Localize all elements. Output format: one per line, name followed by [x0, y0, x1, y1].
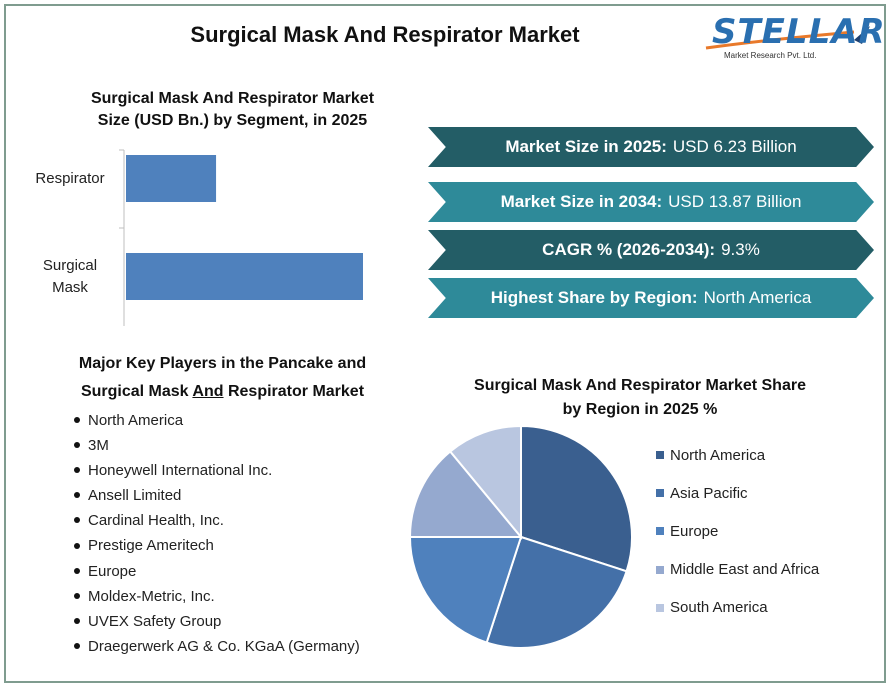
bullet-icon [74, 467, 80, 474]
stat-banner-key: CAGR % (2026-2034): [542, 240, 716, 259]
stat-banner: Market Size in 2034: USD 13.87 Billion [428, 182, 874, 222]
bullet-icon [74, 567, 80, 574]
legend-item: South America [656, 589, 819, 627]
bar-chart-title-line1: Surgical Mask And Respirator Market [90, 90, 375, 107]
bullet-icon [74, 542, 80, 549]
bar-chart-title-line2: Size (USD Bn.) by Segment, in 2025 [97, 112, 368, 129]
pie-slice-south-america [448, 424, 522, 540]
legend-swatch-icon [656, 489, 664, 498]
legend-swatch-icon [656, 603, 664, 612]
key-players-title-line2: Surgical Mask And Respirator Market [40, 378, 405, 406]
legend-item: Europe [656, 512, 819, 550]
legend-swatch-icon [656, 565, 664, 574]
legend-label: Middle East and Africa [670, 561, 820, 579]
key-player-name: Prestige Ameritech [88, 537, 214, 555]
stat-banner: Highest Share by Region: North America [428, 278, 874, 318]
bar-category-label: Respirator [20, 168, 120, 190]
stat-banner-value: North America [703, 288, 812, 307]
bar-respirator [126, 155, 217, 202]
key-player-name: Cardinal Health, Inc. [88, 512, 224, 530]
key-player-name: Moldex-Metric, Inc. [88, 587, 215, 605]
logo-swoosh-icon [705, 26, 870, 50]
bullet-icon [74, 442, 80, 449]
stat-banner-value: 9.3% [721, 240, 760, 259]
pie-legend: North America Asia Pacific Europe Middle Ea… [656, 436, 819, 627]
key-players-title-part-underlined: And [192, 383, 224, 400]
pie-slice-middle-east-and-africa [408, 450, 524, 538]
legend-label: Europe [670, 522, 719, 540]
key-player-name: North America [88, 412, 184, 429]
key-player-item: North America [70, 408, 360, 433]
bullet-icon [74, 592, 80, 599]
key-players-title-part-a: Surgical Mask [80, 383, 193, 400]
key-player-item: Cardinal Health, Inc. [70, 508, 360, 533]
stellar-logo: STELLAR Market Research Pvt. Ltd. [704, 10, 885, 66]
key-player-name: Draegerwerk AG & Co. KGaA (Germany) [88, 637, 360, 655]
bullet-icon [74, 642, 80, 649]
legend-label: South America [670, 599, 768, 617]
stat-banner-value: USD 6.23 Billion [672, 137, 797, 156]
bullet-icon [74, 617, 80, 624]
legend-swatch-icon [656, 527, 664, 536]
key-player-name: UVEX Safety Group [88, 612, 222, 630]
key-player-item: Ansell Limited [70, 483, 360, 508]
legend-label: Asia Pacific [670, 484, 748, 502]
bullet-icon [74, 417, 80, 424]
bar-category-label-line: Mask [52, 278, 88, 296]
key-player-item: Prestige Ameritech [70, 533, 360, 558]
pie-chart-title-line2: by Region in 2025 % [562, 401, 718, 418]
bar-chart [119, 149, 363, 326]
key-player-name: 3M [88, 437, 109, 455]
bar-chart-title: Surgical Mask And Respirator Market Size… [60, 88, 405, 132]
logo-subtitle: Market Research Pvt. Ltd. [724, 51, 817, 60]
key-players-title-line1: Major Key Players in the Pancake and [78, 355, 367, 372]
legend-label: North America [670, 446, 766, 464]
pie-slice-north-america [520, 424, 633, 573]
legend-item: Middle East and Africa [656, 551, 819, 589]
key-player-item: Honeywell International Inc. [70, 458, 360, 483]
legend-item: North America [656, 436, 819, 474]
stat-banner: Market Size in 2025: USD 6.23 Billion [428, 127, 874, 167]
logo-wordmark: STELLAR [712, 12, 886, 52]
key-player-item: 3M [70, 433, 360, 458]
key-player-item: Moldex-Metric, Inc. [70, 584, 360, 609]
pie-slice-europe [408, 536, 523, 644]
bullet-icon [74, 492, 80, 499]
key-player-item: Draegerwerk AG & Co. KGaA (Germany) [70, 634, 360, 659]
key-player-name: Ansell Limited [88, 487, 182, 505]
key-player-name: Honeywell International Inc. [88, 462, 273, 480]
pie-slice-asia-pacific [485, 535, 628, 649]
outer-frame [4, 4, 886, 683]
key-player-item: Europe [70, 559, 360, 584]
pie-chart-title: Surgical Mask And Respirator Market Shar… [440, 374, 840, 422]
key-players-title: Major Key Players in the Pancake and Sur… [40, 350, 405, 406]
bar-category-label-line: Surgical [42, 256, 98, 274]
bar-category-label: Surgical Mask [20, 255, 120, 299]
key-player-item: UVEX Safety Group [70, 609, 360, 634]
stat-banner-key: Market Size in 2025: [505, 137, 667, 156]
legend-item: Asia Pacific [656, 474, 819, 512]
stat-banner: CAGR % (2026-2034): 9.3% [428, 230, 874, 270]
stat-banner-key: Highest Share by Region: [490, 288, 698, 307]
bar-surgical-mask [126, 253, 363, 300]
bullet-icon [74, 517, 80, 524]
pie-chart-title-line1: Surgical Mask And Respirator Market Shar… [474, 377, 806, 394]
pie-chart [408, 424, 633, 649]
stat-banner-value: USD 13.87 Billion [668, 192, 802, 211]
bar-category-label-line: Respirator [35, 169, 105, 187]
page-title: Surgical Mask And Respirator Market [190, 22, 580, 47]
key-player-name: Europe [88, 562, 137, 580]
key-players-title-part-b: Respirator Market [223, 383, 365, 400]
legend-swatch-icon [656, 451, 664, 460]
key-players-list: North America 3M Honeywell International I… [70, 408, 360, 659]
stat-banner-key: Market Size in 2034: [500, 192, 663, 211]
